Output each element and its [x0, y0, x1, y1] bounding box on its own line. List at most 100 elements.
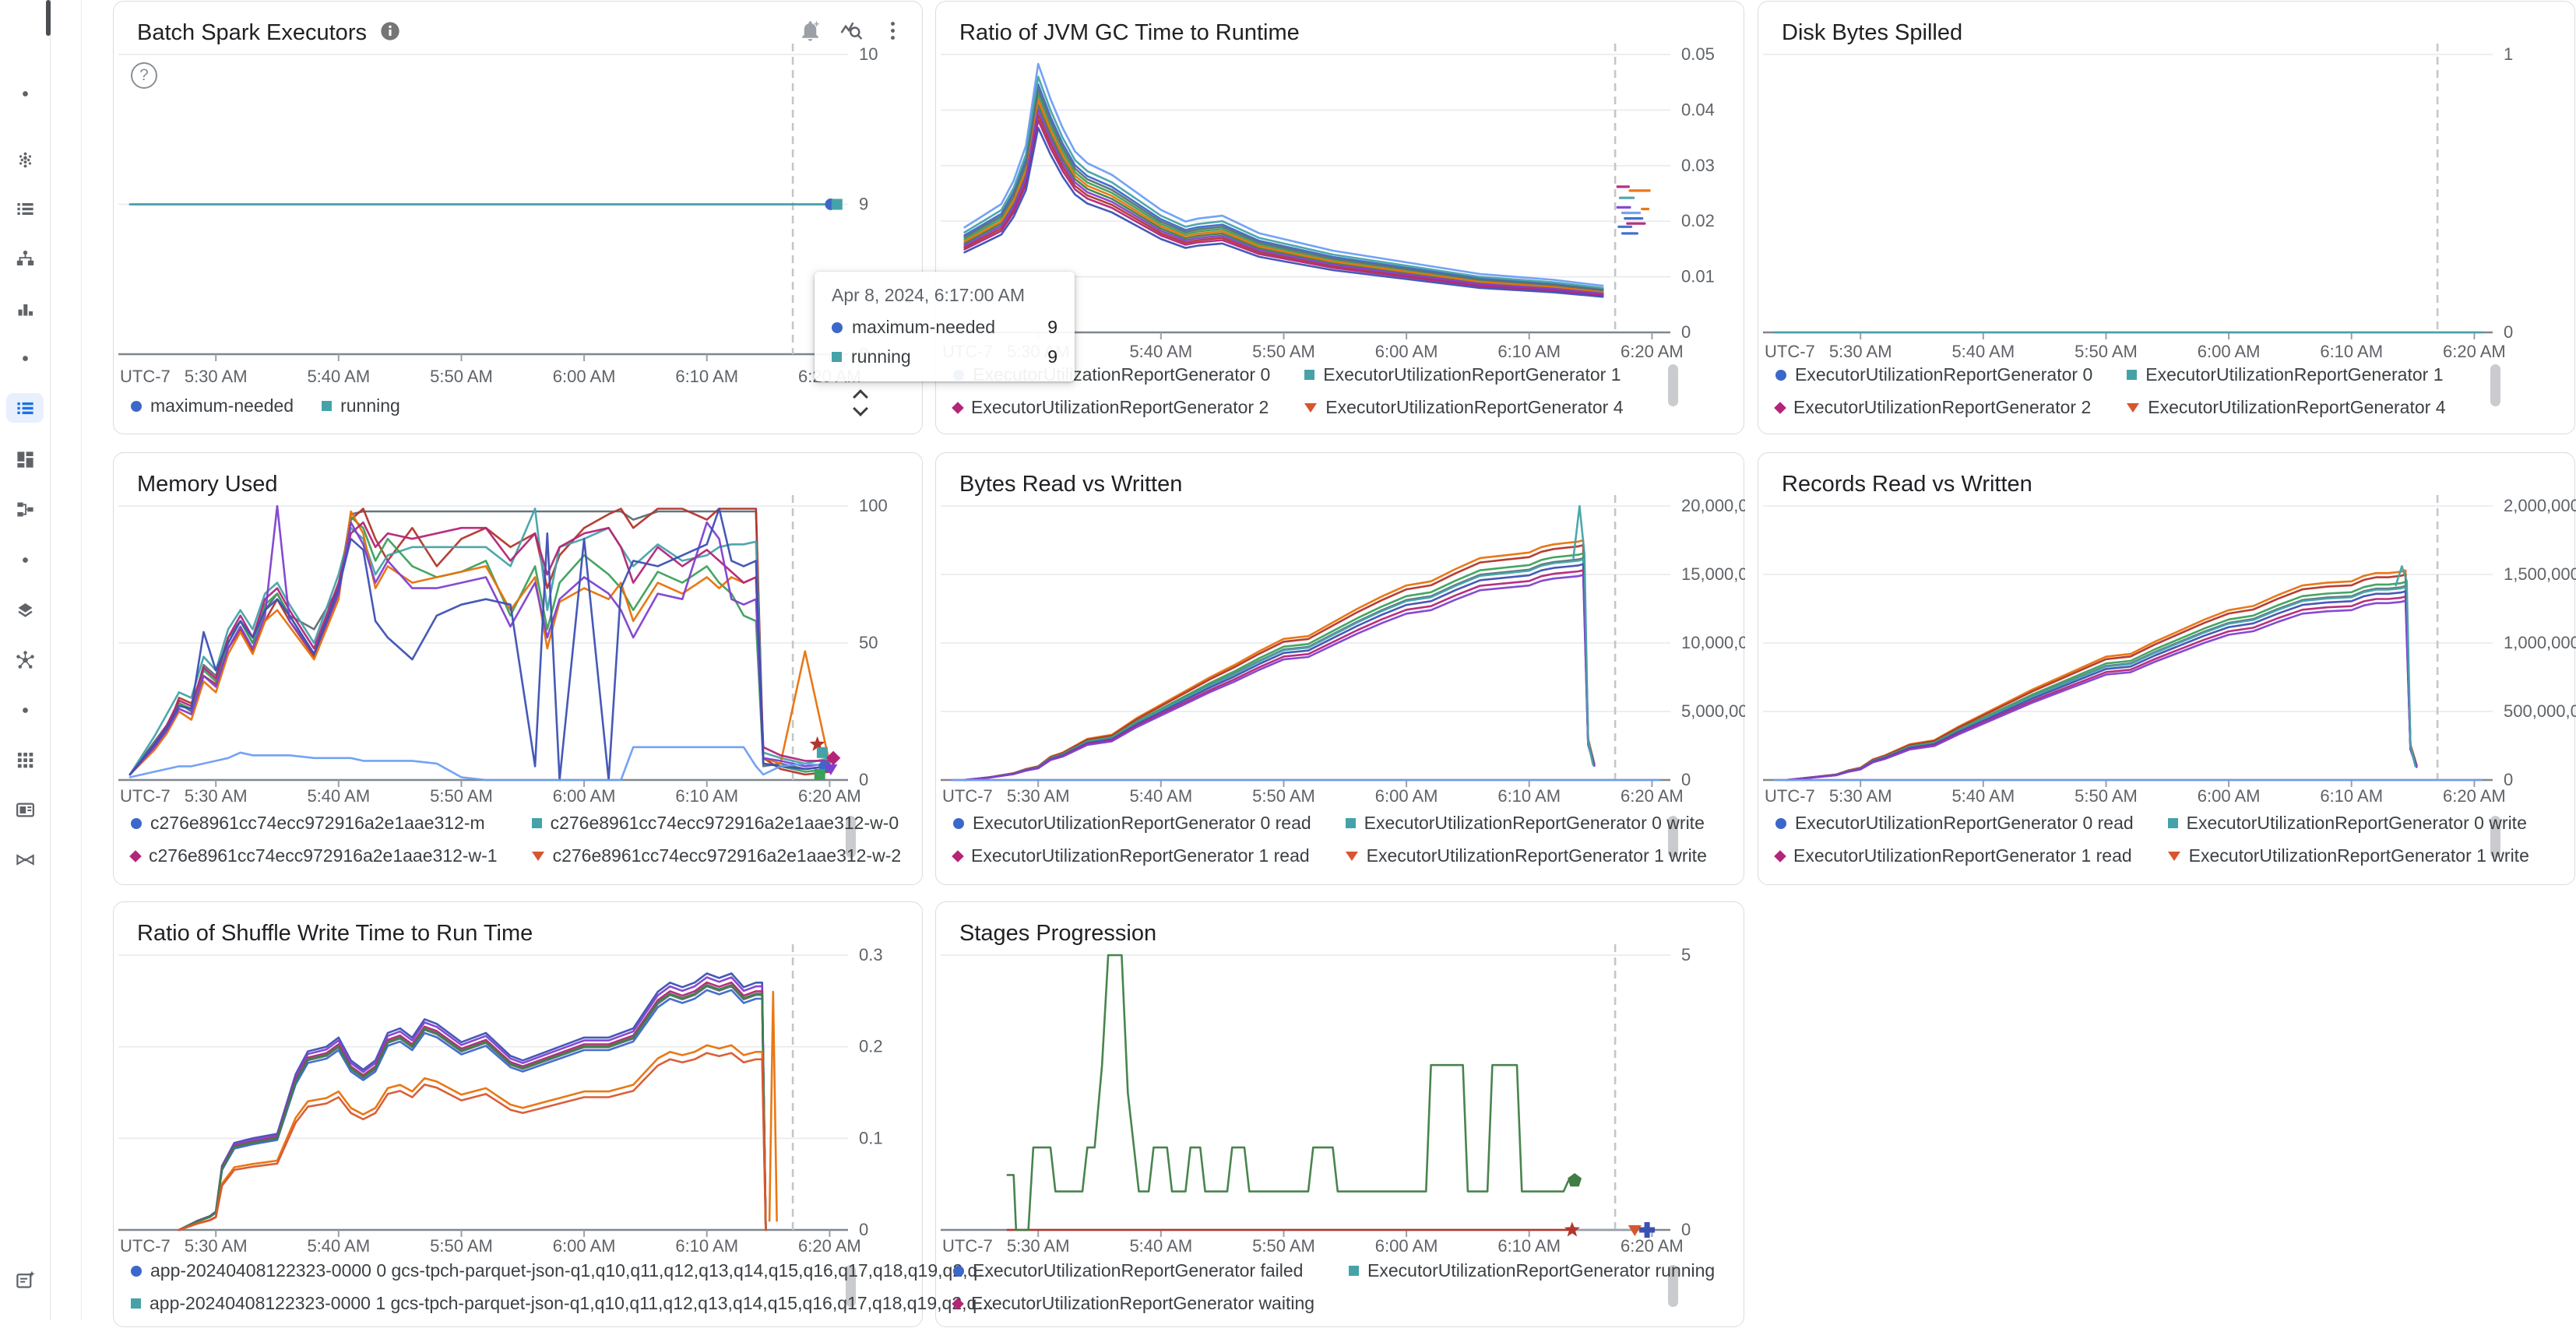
svg-text:UTC-7: UTC-7	[1765, 342, 1815, 361]
sidebar-scrollbar[interactable]	[46, 0, 51, 36]
svg-text:20,000,000,000: 20,000,000,000	[1681, 496, 1745, 515]
rail-dashboard-icon	[16, 451, 33, 468]
svg-text:5:40 AM: 5:40 AM	[307, 367, 370, 386]
legend-scrollbar[interactable]	[1668, 1265, 1678, 1307]
legend-item[interactable]: ExecutorUtilizationReportGenerator 1	[2127, 364, 2445, 385]
svg-text:UTC-7: UTC-7	[1765, 786, 1815, 806]
sidebar-item-rail-cluster[interactable]	[0, 141, 50, 178]
chart-plot[interactable]: 0.3 0.2 0.1 0 UTC-7 5:30 AM 5:40 AM 5:50 AM 6:00…	[114, 902, 924, 1328]
sidebar-item-rail-org-tree[interactable]	[0, 240, 50, 277]
legend-item[interactable]: c276e8961cc74ecc972916a2e1aae312-w-2	[531, 845, 901, 866]
info-icon[interactable]	[379, 20, 401, 46]
svg-text:5:50 AM: 5:50 AM	[1252, 1236, 1315, 1256]
legend-label: ExecutorUtilizationReportGenerator faile…	[973, 1260, 1304, 1281]
view-in-metrics-explorer-icon[interactable]	[839, 19, 864, 47]
add-alert-icon[interactable]	[798, 19, 822, 47]
legend-marker-circle	[1775, 817, 1786, 829]
legend-scrollbar[interactable]	[2490, 816, 2500, 858]
sidebar-item-rail-bar-chart[interactable]	[0, 290, 50, 327]
legend-scrollbar[interactable]	[846, 1265, 856, 1307]
chart-plot[interactable]: 1 0 UTC-7 5:30 AM 5:40 AM 5:50 AM 6:00 AM 6:10 …	[1758, 2, 2576, 435]
chart-plot[interactable]: 1098UTC-75:30 AM5:40 AM5:50 AM6:00 AM6:1…	[114, 2, 924, 435]
chart-plot[interactable]: 100 50 0 UTC-7 5:30 AM 5:40 AM 5:50 AM 6:00 AM 6…	[114, 453, 924, 886]
legend-item[interactable]: ExecutorUtilizationReportGenerator runni…	[1349, 1260, 1715, 1281]
sidebar-item-rail-network[interactable]	[0, 641, 50, 678]
legend-item[interactable]: ExecutorUtilizationReportGenerator faile…	[953, 1260, 1314, 1281]
legend-marker-square	[531, 818, 542, 828]
legend-label: running	[340, 395, 400, 416]
legend-marker-square	[2167, 818, 2178, 828]
chart-title: Records Read vs Written	[1782, 471, 2032, 497]
sidebar-item-rail-bullet-2[interactable]	[0, 339, 50, 377]
legend-label: c276e8961cc74ecc972916a2e1aae312-w-1	[149, 845, 498, 866]
chart-card-bytes-read-vs-written: Bytes Read vs Written 20,000,000,000 15,0…	[935, 452, 1745, 886]
legend-marker-square	[1304, 370, 1315, 380]
sidebar-item-rail-list-1[interactable]	[0, 190, 50, 227]
legend-item[interactable]: app-20240408122323-0000 0 gcs-tpch-parqu…	[131, 1260, 995, 1281]
chart-card-shuffle-write-ratio: Ratio of Shuffle Write Time to Run Time …	[113, 901, 995, 1328]
legend-marker-diamond	[952, 1297, 964, 1310]
legend-item[interactable]: ExecutorUtilizationReportGenerator 1 wri…	[1345, 845, 1707, 866]
legend-item[interactable]: ExecutorUtilizationReportGenerator 0 rea…	[953, 813, 1311, 834]
chart-plot[interactable]: 2,000,000,000 1,500,000,000 1,000,000,000 5…	[1758, 453, 2576, 886]
legend-scrollbar[interactable]	[1668, 816, 1678, 858]
sidebar-item-rail-note-sparkle[interactable]	[0, 1261, 50, 1298]
svg-text:5:30 AM: 5:30 AM	[1829, 786, 1892, 806]
sidebar-item-rail-bowtie[interactable]	[0, 841, 50, 878]
legend-item[interactable]: app-20240408122323-0000 1 gcs-tpch-parqu…	[131, 1293, 995, 1314]
legend-item[interactable]: c276e8961cc74ecc972916a2e1aae312-w-1	[129, 845, 498, 866]
sidebar-item-rail-dashboard[interactable]	[0, 441, 50, 478]
legend-item[interactable]: ExecutorUtilizationReportGenerator 0 wri…	[1345, 813, 1707, 834]
sidebar-item-rail-card-view[interactable]	[0, 791, 50, 828]
chart-plot[interactable]: 5 0 UTC-7 5:30 AM 5:40 AM 5:50 AM 6:00 AM 6:10 …	[936, 902, 1745, 1328]
legend-item[interactable]: c276e8961cc74ecc972916a2e1aae312-m	[131, 813, 498, 834]
legend-item[interactable]: ExecutorUtilizationReportGenerator 1	[1304, 364, 1623, 385]
legend-item[interactable]: ExecutorUtilizationReportGenerator 1 rea…	[1774, 845, 2134, 866]
legend-scrollbar[interactable]	[2490, 364, 2500, 406]
svg-text:6:20 AM: 6:20 AM	[1621, 342, 1684, 361]
kebab-menu-icon[interactable]	[881, 19, 905, 47]
legend-item[interactable]: ExecutorUtilizationReportGenerator 1 rea…	[952, 845, 1311, 866]
svg-text:0: 0	[2504, 322, 2513, 342]
legend-item[interactable]: ExecutorUtilizationReportGenerator 4	[1304, 397, 1624, 418]
legend-item[interactable]: maximum-needed	[131, 395, 294, 416]
sidebar-item-rail-layers[interactable]	[0, 592, 50, 629]
svg-text:5:40 AM: 5:40 AM	[307, 786, 370, 806]
svg-text:0: 0	[1681, 322, 1691, 342]
legend-item[interactable]: c276e8961cc74ecc972916a2e1aae312-w-0	[531, 813, 902, 834]
sidebar-item-rail-bullet-4[interactable]	[0, 691, 50, 729]
legend-item[interactable]: ExecutorUtilizationReportGenerator 0	[1775, 364, 2092, 385]
chart-plot[interactable]: 20,000,000,000 15,000,000,000 10,000,000,0…	[936, 453, 1745, 886]
legend-item[interactable]: ExecutorUtilizationReportGenerator 2	[1774, 397, 2092, 418]
svg-text:0.1: 0.1	[859, 1128, 883, 1147]
legend-item[interactable]: running	[322, 395, 400, 416]
legend-item[interactable]: ExecutorUtilizationReportGenerator 2	[952, 397, 1270, 418]
legend-item[interactable]: ExecutorUtilizationReportGenerator 1 wri…	[2167, 845, 2529, 866]
legend-item[interactable]: ExecutorUtilizationReportGenerator waiti…	[952, 1293, 1314, 1314]
sidebar-item-rail-bullet-1[interactable]	[0, 75, 50, 112]
legend-marker-square	[1345, 818, 1356, 828]
legend-scrollbar[interactable]	[846, 816, 856, 858]
chart-tooltip: Apr 8, 2024, 6:17:00 AM maximum-needed 9 r…	[815, 272, 1075, 381]
svg-text:5:40 AM: 5:40 AM	[1129, 786, 1192, 806]
chart-legend: c276e8961cc74ecc972916a2e1aae312-m c276e8…	[129, 813, 901, 866]
legend-label: c276e8961cc74ecc972916a2e1aae312-w-0	[550, 813, 899, 833]
help-icon[interactable]: ?	[131, 62, 157, 89]
legend-marker-circle	[953, 817, 964, 829]
legend-item[interactable]: ExecutorUtilizationReportGenerator 0 rea…	[1775, 813, 2134, 834]
legend-item[interactable]: ExecutorUtilizationReportGenerator 0 wri…	[2167, 813, 2529, 834]
sidebar-item-rail-apps-grid[interactable]	[0, 741, 50, 778]
sidebar-item-rail-flow[interactable]	[0, 490, 50, 528]
svg-text:6:10 AM: 6:10 AM	[675, 786, 738, 806]
legend-label: ExecutorUtilizationReportGenerator 4	[2148, 397, 2446, 417]
legend-item[interactable]: ExecutorUtilizationReportGenerator 4	[2127, 397, 2446, 418]
legend-marker-diamond	[129, 849, 142, 862]
legend-scrollbar[interactable]	[1668, 364, 1678, 406]
sidebar-item-rail-bullet-3[interactable]	[0, 541, 50, 578]
svg-text:5:30 AM: 5:30 AM	[185, 1236, 248, 1256]
chart-title: Ratio of JVM GC Time to Runtime	[959, 19, 1300, 45]
sidebar-item-rail-list-selected[interactable]	[0, 389, 50, 427]
legend-marker-triangle	[2127, 402, 2140, 413]
chart-title: Stages Progression	[959, 920, 1157, 946]
svg-text:0.04: 0.04	[1681, 100, 1715, 119]
